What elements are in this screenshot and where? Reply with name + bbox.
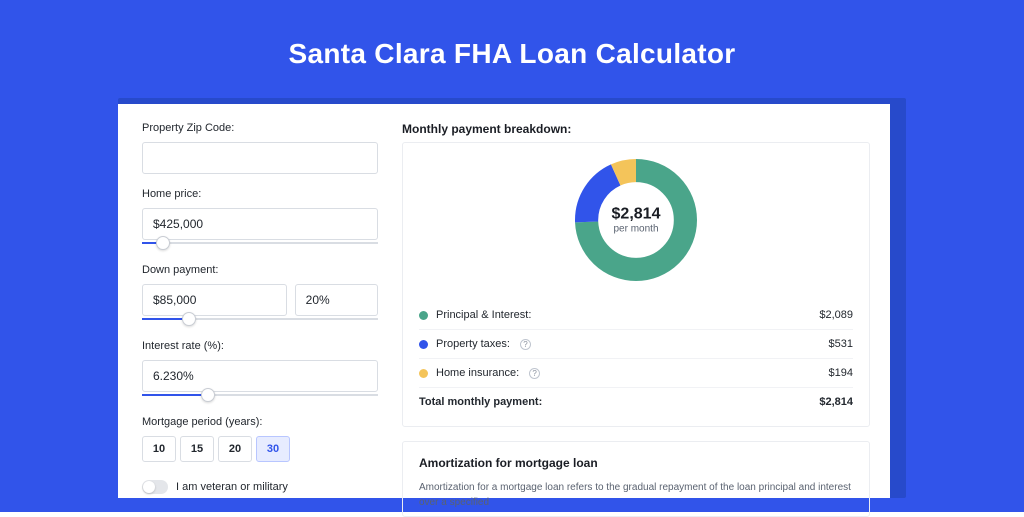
home-price-slider[interactable] (142, 238, 378, 250)
interest-rate-group: Interest rate (%): (142, 340, 378, 402)
interest-rate-label: Interest rate (%): (142, 340, 378, 352)
interest-rate-slider-thumb[interactable] (201, 388, 215, 402)
home-price-slider-thumb[interactable] (156, 236, 170, 250)
legend-total-row: Total monthly payment: $2,814 (419, 387, 853, 416)
zip-label: Property Zip Code: (142, 122, 378, 134)
period-options: 10152030 (142, 436, 378, 462)
legend-label: Home insurance: (436, 367, 519, 379)
breakdown-box: $2,814 per month Principal & Interest: $2… (402, 142, 870, 427)
legend-dot (419, 340, 428, 349)
total-value: $2,814 (819, 396, 853, 408)
legend-value: $531 (829, 338, 853, 350)
veteran-toggle-row: I am veteran or military (142, 480, 378, 494)
donut-wrap: $2,814 per month (419, 159, 853, 281)
inputs-column: Property Zip Code: Home price: Down paym… (142, 122, 378, 498)
legend-dot (419, 311, 428, 320)
legend-value: $2,089 (819, 309, 853, 321)
down-payment-slider-thumb[interactable] (182, 312, 196, 326)
zip-field-group: Property Zip Code: (142, 122, 378, 174)
down-payment-pct-input[interactable] (295, 284, 378, 316)
legend-row-2: Home insurance:? $194 (419, 358, 853, 387)
donut-amount: $2,814 (612, 206, 661, 224)
total-label: Total monthly payment: (419, 396, 542, 408)
legend-value: $194 (829, 367, 853, 379)
period-btn-30[interactable]: 30 (256, 436, 290, 462)
home-price-label: Home price: (142, 188, 378, 200)
home-price-group: Home price: (142, 188, 378, 250)
interest-rate-slider[interactable] (142, 390, 378, 402)
page-background: Santa Clara FHA Loan Calculator Property… (0, 0, 1024, 512)
amortization-text: Amortization for a mortgage loan refers … (419, 480, 853, 510)
legend-row-0: Principal & Interest: $2,089 (419, 301, 853, 329)
breakdown-title: Monthly payment breakdown: (402, 122, 870, 136)
amortization-box: Amortization for mortgage loan Amortizat… (402, 441, 870, 517)
legend-row-1: Property taxes:? $531 (419, 329, 853, 358)
donut-center: $2,814 per month (612, 206, 661, 235)
veteran-label: I am veteran or military (176, 481, 288, 493)
zip-input[interactable] (142, 142, 378, 174)
breakdown-column: Monthly payment breakdown: $2,814 per mo… (402, 122, 870, 498)
period-group: Mortgage period (years): 10152030 (142, 416, 378, 462)
down-payment-label: Down payment: (142, 264, 378, 276)
home-price-input[interactable] (142, 208, 378, 240)
down-payment-input[interactable] (142, 284, 287, 316)
period-btn-10[interactable]: 10 (142, 436, 176, 462)
legend-dot (419, 369, 428, 378)
down-payment-slider[interactable] (142, 314, 378, 326)
info-icon[interactable]: ? (520, 339, 531, 350)
veteran-toggle[interactable] (142, 480, 168, 494)
donut-sub: per month (612, 224, 661, 235)
period-label: Mortgage period (years): (142, 416, 378, 428)
card-shadow: Property Zip Code: Home price: Down paym… (118, 98, 906, 498)
interest-rate-input[interactable] (142, 360, 378, 392)
legend-label: Property taxes: (436, 338, 510, 350)
amortization-title: Amortization for mortgage loan (419, 456, 853, 470)
info-icon[interactable]: ? (529, 368, 540, 379)
period-btn-20[interactable]: 20 (218, 436, 252, 462)
period-btn-15[interactable]: 15 (180, 436, 214, 462)
page-title: Santa Clara FHA Loan Calculator (0, 38, 1024, 70)
calculator-card: Property Zip Code: Home price: Down paym… (118, 104, 890, 498)
legend-label: Principal & Interest: (436, 309, 531, 321)
down-payment-group: Down payment: (142, 264, 378, 326)
